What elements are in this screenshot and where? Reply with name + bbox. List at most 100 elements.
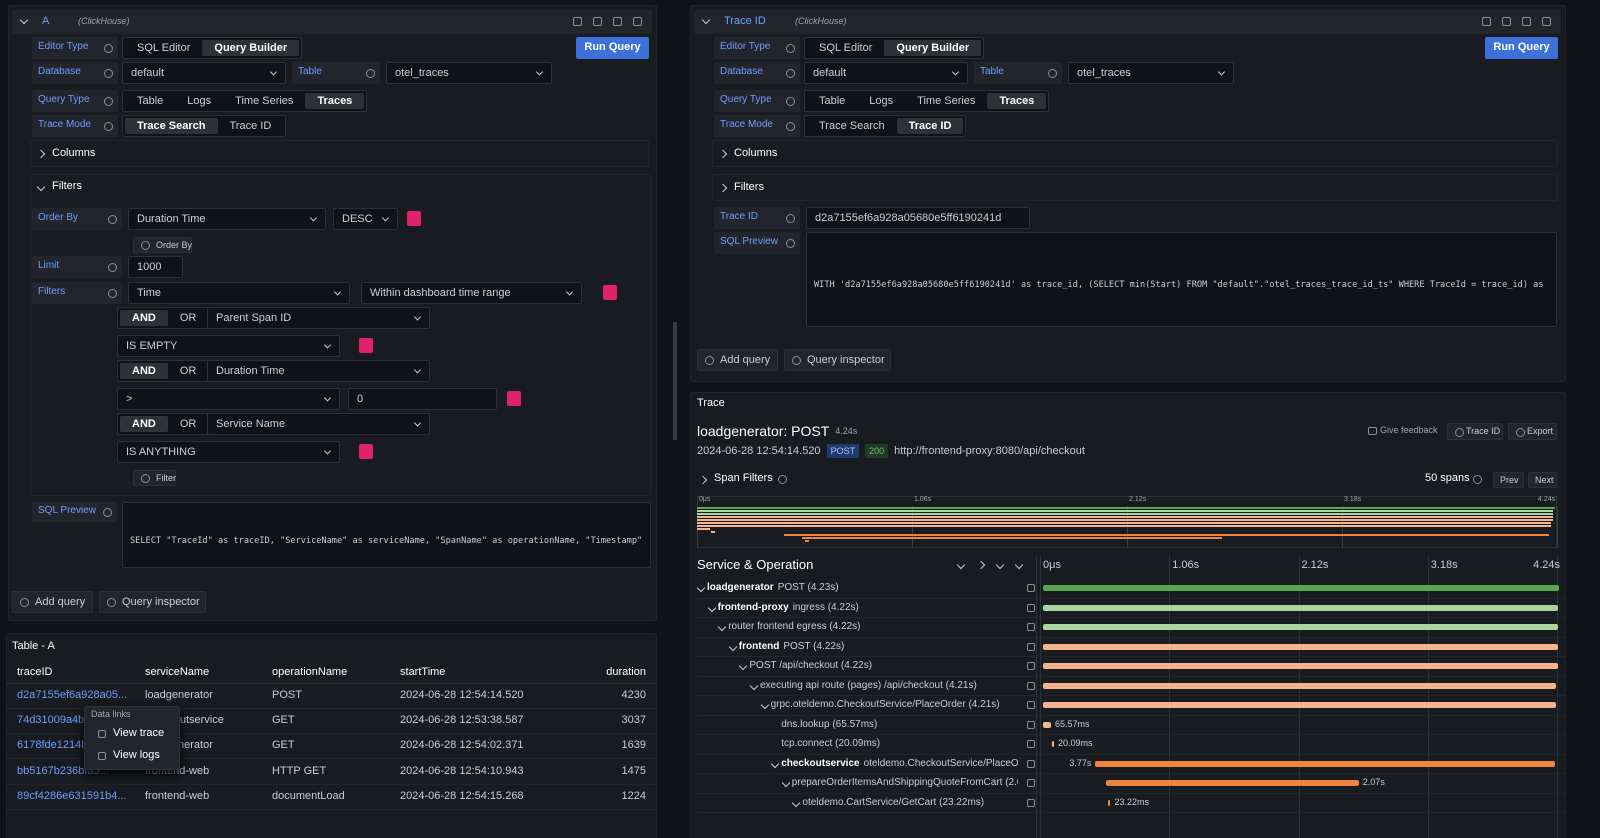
delete-button[interactable] bbox=[603, 285, 617, 300]
scrollbar[interactable] bbox=[673, 322, 677, 440]
table-select[interactable]: otel_traces bbox=[386, 62, 552, 84]
segment-option[interactable]: OR bbox=[179, 312, 197, 324]
span-bar[interactable] bbox=[1043, 702, 1557, 708]
section-header[interactable] bbox=[712, 140, 1558, 167]
span-name[interactable]: prepareOrderItemsAndShippingQuoteFromCar… bbox=[792, 774, 1018, 792]
span-bar[interactable] bbox=[1107, 799, 1111, 806]
filter-column[interactable]: Service Name bbox=[207, 413, 430, 435]
segment-option[interactable]: AND bbox=[120, 416, 168, 432]
trace-id-input[interactable]: d2a7155ef6a928a05680e5ff6190241d bbox=[806, 207, 1030, 229]
segment-option[interactable]: OR bbox=[179, 418, 197, 430]
segment-option[interactable]: Trace ID bbox=[896, 118, 964, 134]
table-select[interactable]: otel_traces bbox=[1068, 62, 1234, 84]
add-order-by-button[interactable]: Order By bbox=[133, 237, 192, 253]
span-link-icon[interactable] bbox=[1027, 584, 1035, 592]
order-by-direction[interactable]: DESC bbox=[333, 208, 398, 230]
span-link-icon[interactable] bbox=[1027, 681, 1035, 690]
section-header[interactable] bbox=[30, 140, 649, 167]
segment-option[interactable]: SQL Editor bbox=[819, 42, 873, 54]
span-bar[interactable] bbox=[1095, 760, 1556, 767]
segment-option[interactable]: Trace Search bbox=[819, 120, 885, 132]
span-name[interactable]: grpc.oteldemo.CheckoutService/PlaceOrder… bbox=[771, 696, 1018, 714]
column-header[interactable]: traceID bbox=[17, 666, 53, 678]
data-link[interactable]: View logs bbox=[113, 749, 160, 761]
next-button[interactable]: Next bbox=[1528, 472, 1557, 488]
span-bar[interactable] bbox=[1043, 682, 1557, 689]
span-link-icon[interactable] bbox=[1027, 798, 1035, 807]
header-icon[interactable] bbox=[633, 17, 642, 26]
span-bar[interactable] bbox=[1051, 741, 1054, 747]
column-header[interactable]: startTime bbox=[400, 666, 446, 678]
limit-input[interactable]: 1000 bbox=[128, 256, 183, 278]
segment-option[interactable]: Query Builder bbox=[884, 40, 982, 56]
header-icon[interactable] bbox=[1482, 17, 1491, 26]
filter-operator[interactable]: IS ANYTHING bbox=[117, 441, 340, 463]
column-header[interactable]: duration bbox=[606, 666, 646, 678]
span-name[interactable]: tcp.connect (20.09ms) bbox=[781, 735, 1018, 753]
span-bar[interactable] bbox=[1043, 585, 1559, 591]
filter-operator[interactable]: > bbox=[117, 388, 340, 410]
header-icon[interactable] bbox=[613, 17, 622, 26]
add-filter-button[interactable]: Filter bbox=[133, 470, 176, 486]
feedback-link[interactable]: Give feedback bbox=[1380, 425, 1438, 435]
span-link-icon[interactable] bbox=[1027, 623, 1035, 631]
filter-operator[interactable]: IS EMPTY bbox=[117, 335, 340, 357]
span-link-icon[interactable] bbox=[1027, 603, 1035, 612]
span-link-icon[interactable] bbox=[1027, 740, 1035, 748]
section-header[interactable] bbox=[712, 174, 1558, 201]
segment-option[interactable]: AND bbox=[120, 310, 168, 326]
segment-option[interactable]: AND bbox=[120, 363, 168, 379]
header-icon[interactable] bbox=[593, 17, 602, 26]
header-icon[interactable] bbox=[1522, 17, 1531, 26]
span-bar[interactable] bbox=[1043, 624, 1558, 630]
segment-option[interactable]: Traces bbox=[305, 93, 365, 109]
table-cell[interactable]: d2a7155ef6a928a05... bbox=[17, 689, 128, 701]
span-name[interactable]: frontend-proxy ingress (4.22s) bbox=[718, 599, 1018, 617]
delete-button[interactable] bbox=[407, 211, 421, 226]
header-icon[interactable] bbox=[1502, 17, 1511, 26]
span-filters-toggle[interactable]: Span Filters bbox=[714, 472, 773, 484]
segment-option[interactable]: SQL Editor bbox=[137, 42, 191, 54]
span-name[interactable]: router frontend egress (4.22s) bbox=[728, 618, 1018, 636]
run-query-button[interactable]: Run Query bbox=[1485, 37, 1558, 59]
segment-option[interactable]: Time Series bbox=[917, 95, 976, 107]
span-link-icon[interactable] bbox=[1027, 642, 1035, 651]
span-link-icon[interactable] bbox=[1027, 701, 1035, 709]
span-name[interactable]: executing api route (pages) /api/checkou… bbox=[760, 677, 1018, 695]
span-bar[interactable] bbox=[1043, 721, 1051, 728]
export-button[interactable]: Export bbox=[1508, 423, 1557, 440]
span-link-icon[interactable] bbox=[1027, 759, 1035, 768]
span-name[interactable]: loadgenerator POST (4.23s) bbox=[707, 579, 1018, 597]
segment-option[interactable]: Logs bbox=[187, 95, 212, 107]
delete-button[interactable] bbox=[359, 444, 373, 459]
filter-column[interactable]: Duration Time bbox=[207, 360, 430, 382]
span-link-icon[interactable] bbox=[1027, 779, 1035, 787]
trace-id-button[interactable]: Trace ID bbox=[1447, 423, 1503, 440]
segment-option[interactable]: Logs bbox=[869, 95, 894, 107]
span-link-icon[interactable] bbox=[1027, 662, 1035, 670]
delete-button[interactable] bbox=[359, 338, 373, 353]
delete-button[interactable] bbox=[507, 391, 521, 406]
run-query-button[interactable]: Run Query bbox=[576, 37, 649, 59]
segment-option[interactable]: Traces bbox=[987, 93, 1047, 109]
filter-condition[interactable]: Within dashboard time range bbox=[361, 282, 582, 304]
header-icon[interactable] bbox=[1542, 17, 1551, 26]
database-select[interactable]: default bbox=[804, 62, 968, 84]
span-name[interactable]: POST /api/checkout (4.22s) bbox=[749, 657, 1018, 675]
filter-column[interactable]: Time bbox=[128, 282, 350, 304]
add-query-button[interactable]: Add query bbox=[697, 349, 778, 371]
span-name[interactable]: oteldemo.CartService/GetCart (23.22ms) bbox=[802, 794, 1018, 812]
query-inspector-button[interactable]: Query inspector bbox=[784, 349, 891, 371]
table-cell[interactable]: 89cf4286e631591b4... bbox=[17, 789, 127, 802]
segment-option[interactable]: Table bbox=[137, 95, 164, 107]
query-name[interactable]: Trace ID bbox=[724, 15, 766, 27]
span-name[interactable]: checkoutservice oteldemo.CheckoutService/… bbox=[781, 755, 1018, 773]
span-bar[interactable] bbox=[1043, 604, 1558, 611]
table-cell[interactable]: 74d31009a4ba... bbox=[17, 714, 100, 727]
column-header[interactable]: serviceName bbox=[145, 666, 210, 678]
query-name[interactable]: A bbox=[42, 15, 50, 27]
segment-option[interactable]: OR bbox=[179, 365, 197, 377]
span-name[interactable]: dns.lookup (65.57ms) bbox=[781, 716, 1018, 734]
query-inspector-button[interactable]: Query inspector bbox=[99, 591, 206, 613]
data-link[interactable]: View trace bbox=[113, 727, 165, 739]
